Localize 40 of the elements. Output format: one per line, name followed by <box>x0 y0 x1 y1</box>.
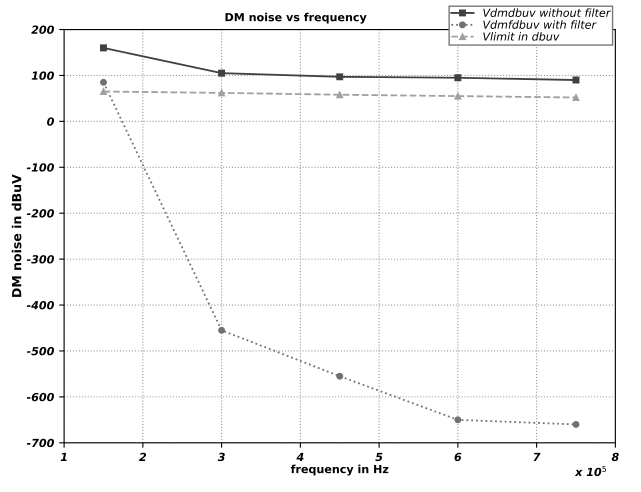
point <box>218 89 226 96</box>
point <box>454 416 462 424</box>
y-tick-label: -700 <box>26 438 54 448</box>
y-tick-label: 200 <box>31 25 54 34</box>
y-tick-label: -600 <box>26 392 54 402</box>
y-tick-label: -500 <box>26 346 54 356</box>
y-tick-label: -400 <box>26 301 54 310</box>
point <box>336 73 344 80</box>
point <box>572 94 580 101</box>
x-tick-label: 8 <box>612 452 619 462</box>
point <box>218 326 226 334</box>
legend-label: Vdmdbuv without filter <box>483 8 611 17</box>
x-tick-label: 5 <box>375 452 382 462</box>
chart-title: DM noise vs frequency <box>226 12 367 24</box>
point <box>572 76 580 84</box>
text: x 10$^{5}$ <box>574 466 606 476</box>
y-tick-label: 0 <box>47 117 54 126</box>
point <box>336 91 344 98</box>
y-tick-label: -100 <box>26 163 54 172</box>
x-tick-label: 3 <box>218 452 225 462</box>
point <box>454 74 462 82</box>
point <box>336 372 344 380</box>
point <box>100 44 107 52</box>
x-axis-title: frequency in Hz <box>290 464 388 476</box>
x-tick-label: 2 <box>139 452 146 461</box>
x-tick-label: 7 <box>534 452 540 461</box>
y-tick-label: -300 <box>26 255 54 264</box>
x-tick-label: 1 <box>60 452 67 461</box>
x-tick-label: 4 <box>296 452 304 461</box>
point <box>100 88 107 95</box>
legend-label: Vdmfdbuv with filter <box>483 20 597 29</box>
legend-label: Vlimit in dbuv <box>483 32 560 41</box>
y-tick-label: 100 <box>32 71 54 80</box>
x-tick-label: 6 <box>454 452 462 462</box>
point <box>454 92 462 100</box>
point <box>572 420 580 428</box>
y-tick-label: -200 <box>26 209 54 218</box>
point <box>218 70 226 77</box>
y-axis-title: DM noise in dBuV <box>12 174 22 297</box>
point <box>100 78 107 86</box>
